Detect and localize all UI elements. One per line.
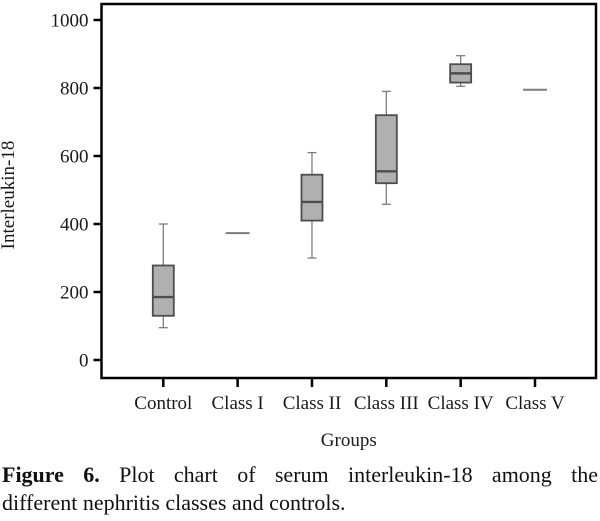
box-iqr (374, 114, 398, 185)
x-category-label: Class II (283, 393, 342, 414)
box-iqr (300, 173, 324, 222)
box-iqr (151, 264, 175, 317)
y-tick-label: 0 (79, 350, 89, 371)
caption-line-2: different nephritis classes and controls… (2, 490, 346, 515)
x-category-label: Class V (505, 393, 565, 414)
y-tick-label: 200 (60, 282, 89, 303)
caption-figure-label: Figure 6. (2, 462, 100, 487)
x-category-label: Class I (212, 393, 264, 414)
y-axis-title: Interleukin-18 (0, 141, 19, 250)
x-category-label: Class III (354, 393, 419, 414)
figure-caption: Figure 6. Plot chart of serum interleuki… (2, 461, 598, 517)
y-tick-label: 1000 (51, 10, 89, 31)
boxplot-svg: 0 200 400 600 800 1000 Control Class I Class II C… (0, 2, 598, 451)
x-category-label: Control (134, 393, 192, 414)
plot-border (100, 2, 598, 380)
caption-line-1: Figure 6. Plot chart of serum interleuki… (2, 461, 598, 489)
y-tick-label: 800 (60, 78, 89, 99)
y-tick-label: 400 (60, 214, 89, 235)
x-category-label: Class IV (428, 393, 494, 414)
x-axis-title: Groups (321, 430, 377, 451)
caption-line-1-text: Plot chart of serum interleukin-18 among… (119, 462, 599, 487)
y-tick-label: 600 (60, 146, 89, 167)
